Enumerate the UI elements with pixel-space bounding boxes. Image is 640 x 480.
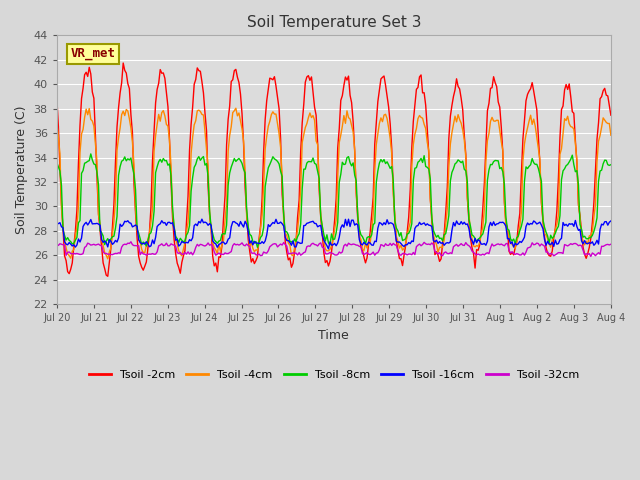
Legend: Tsoil -2cm, Tsoil -4cm, Tsoil -8cm, Tsoil -16cm, Tsoil -32cm: Tsoil -2cm, Tsoil -4cm, Tsoil -8cm, Tsoi…	[84, 366, 584, 385]
Tsoil -16cm	[297, 240, 305, 246]
Title: Soil Temperature Set 3: Soil Temperature Set 3	[246, 15, 421, 30]
Y-axis label: Soil Temperature (C): Soil Temperature (C)	[15, 106, 28, 234]
Tsoil -16cm	[198, 216, 205, 222]
Tsoil -16cm	[53, 220, 61, 226]
Text: VR_met: VR_met	[70, 48, 116, 60]
Tsoil -32cm	[53, 241, 61, 247]
Tsoil -16cm	[248, 238, 255, 244]
Tsoil -2cm	[240, 141, 248, 147]
Tsoil -8cm	[87, 151, 95, 157]
Tsoil -16cm	[579, 241, 587, 247]
Tsoil -2cm	[249, 256, 257, 262]
Line: Tsoil -16cm: Tsoil -16cm	[57, 219, 611, 249]
Tsoil -4cm	[298, 140, 306, 145]
Line: Tsoil -2cm: Tsoil -2cm	[57, 63, 611, 276]
Tsoil -32cm	[297, 252, 305, 258]
Tsoil -4cm	[53, 120, 61, 126]
Tsoil -16cm	[220, 239, 227, 245]
Tsoil -2cm	[298, 120, 306, 126]
Tsoil -8cm	[253, 244, 261, 250]
Tsoil -8cm	[248, 233, 255, 239]
Tsoil -32cm	[578, 243, 586, 249]
Tsoil -4cm	[232, 105, 240, 111]
Line: Tsoil -32cm: Tsoil -32cm	[57, 242, 611, 256]
X-axis label: Time: Time	[319, 329, 349, 342]
Tsoil -32cm	[587, 253, 595, 259]
Tsoil -16cm	[121, 218, 129, 224]
Tsoil -4cm	[122, 107, 130, 112]
Tsoil -4cm	[249, 245, 257, 251]
Tsoil -16cm	[238, 222, 246, 228]
Tsoil -32cm	[121, 241, 129, 247]
Tsoil -32cm	[127, 239, 135, 245]
Tsoil -8cm	[53, 160, 61, 166]
Tsoil -8cm	[220, 231, 227, 237]
Tsoil -16cm	[607, 218, 614, 224]
Tsoil -4cm	[607, 132, 614, 138]
Tsoil -32cm	[220, 252, 227, 257]
Tsoil -4cm	[579, 239, 587, 244]
Tsoil -32cm	[238, 240, 246, 246]
Tsoil -8cm	[607, 162, 614, 168]
Tsoil -8cm	[122, 158, 130, 164]
Line: Tsoil -4cm: Tsoil -4cm	[57, 108, 611, 259]
Tsoil -8cm	[579, 234, 587, 240]
Tsoil -4cm	[220, 238, 227, 243]
Tsoil -2cm	[119, 60, 127, 66]
Tsoil -32cm	[607, 241, 614, 247]
Tsoil -2cm	[579, 245, 587, 251]
Tsoil -4cm	[240, 138, 248, 144]
Tsoil -2cm	[104, 274, 111, 279]
Tsoil -2cm	[53, 95, 61, 101]
Tsoil -2cm	[124, 81, 132, 86]
Tsoil -4cm	[104, 256, 111, 262]
Tsoil -2cm	[607, 112, 614, 118]
Tsoil -32cm	[248, 250, 255, 256]
Tsoil -16cm	[324, 246, 332, 252]
Line: Tsoil -8cm: Tsoil -8cm	[57, 154, 611, 247]
Tsoil -8cm	[238, 160, 246, 166]
Tsoil -8cm	[298, 186, 306, 192]
Tsoil -2cm	[221, 193, 229, 199]
